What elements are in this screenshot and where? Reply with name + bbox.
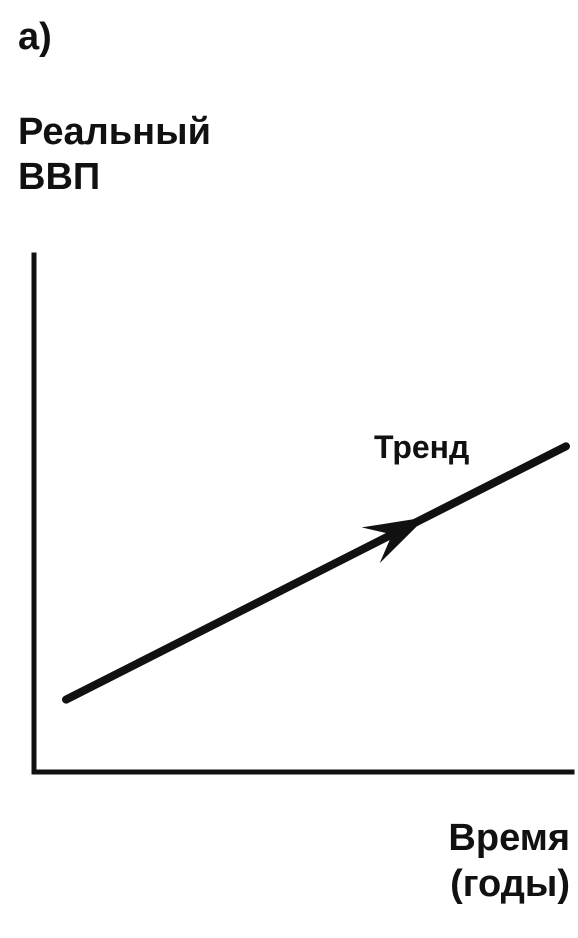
panel-label: а) [18, 16, 52, 58]
trend-label: Тренд [374, 429, 469, 465]
x-axis-label: Время (годы) [448, 817, 570, 906]
trend-line [62, 442, 570, 704]
trend-arrowhead [361, 517, 426, 564]
y-axis-label: Реальный ВВП [18, 111, 211, 198]
